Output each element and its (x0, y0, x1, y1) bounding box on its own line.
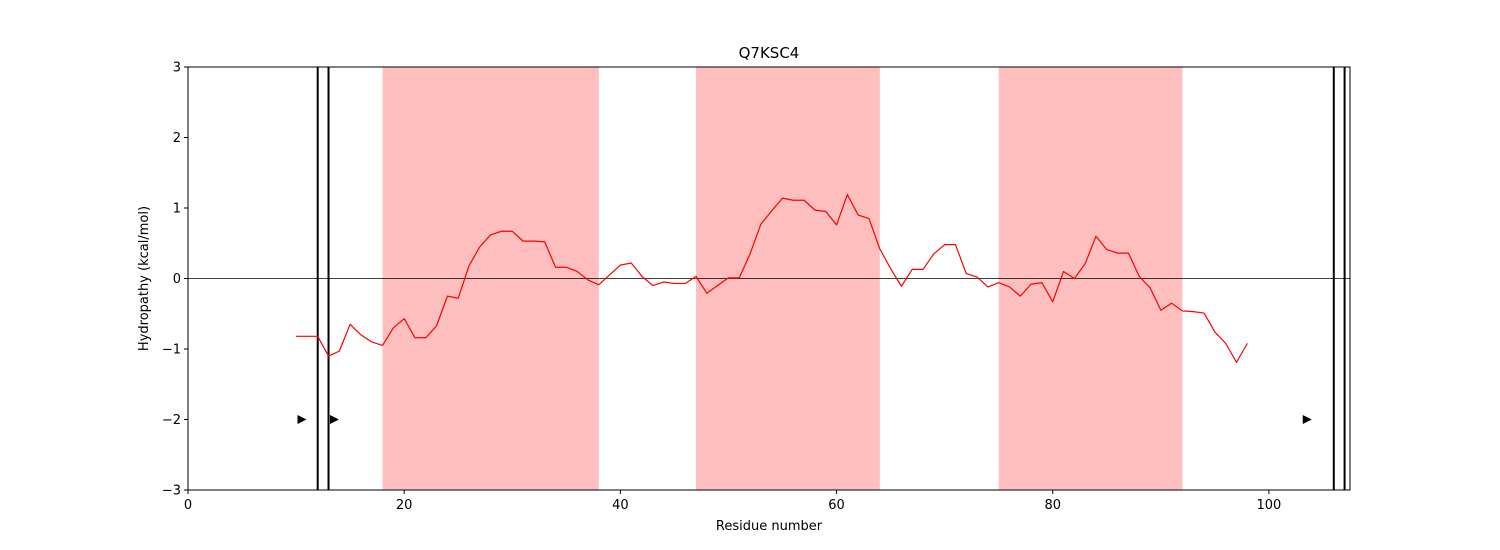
y-tick-label: 0 (173, 272, 181, 287)
vertical-lines (316, 67, 1346, 490)
series-layer (296, 194, 1248, 363)
x-tick-label: 60 (828, 498, 845, 513)
y-tick-label: 2 (173, 131, 181, 146)
chart-title: Q7KSC4 (739, 44, 800, 62)
y-tick-label: 3 (173, 61, 181, 76)
x-tick-label: 100 (1257, 498, 1282, 513)
x-tick-label: 0 (184, 498, 192, 513)
y-tick-label: 1 (173, 202, 181, 217)
y-axis-label: Hydropathy (kcal/mol) (137, 206, 152, 351)
y-axis-ticks: 3 2 1 0 −1 −2 −3 (162, 61, 188, 499)
hydropathy-series-line (296, 194, 1248, 363)
y-tick-label: −2 (162, 413, 181, 428)
triangle-marker (329, 415, 339, 424)
x-tick-label: 20 (396, 498, 413, 513)
markers (297, 415, 1312, 424)
y-tick-label: −1 (162, 343, 181, 358)
x-tick-label: 40 (612, 498, 629, 513)
x-axis-ticks: 0 20 40 60 80 100 (184, 490, 1281, 513)
triangle-marker (297, 415, 307, 424)
triangle-marker (1302, 415, 1312, 424)
y-tick-label: −3 (162, 484, 181, 499)
x-tick-label: 80 (1044, 498, 1061, 513)
x-axis-label: Residue number (716, 519, 823, 534)
